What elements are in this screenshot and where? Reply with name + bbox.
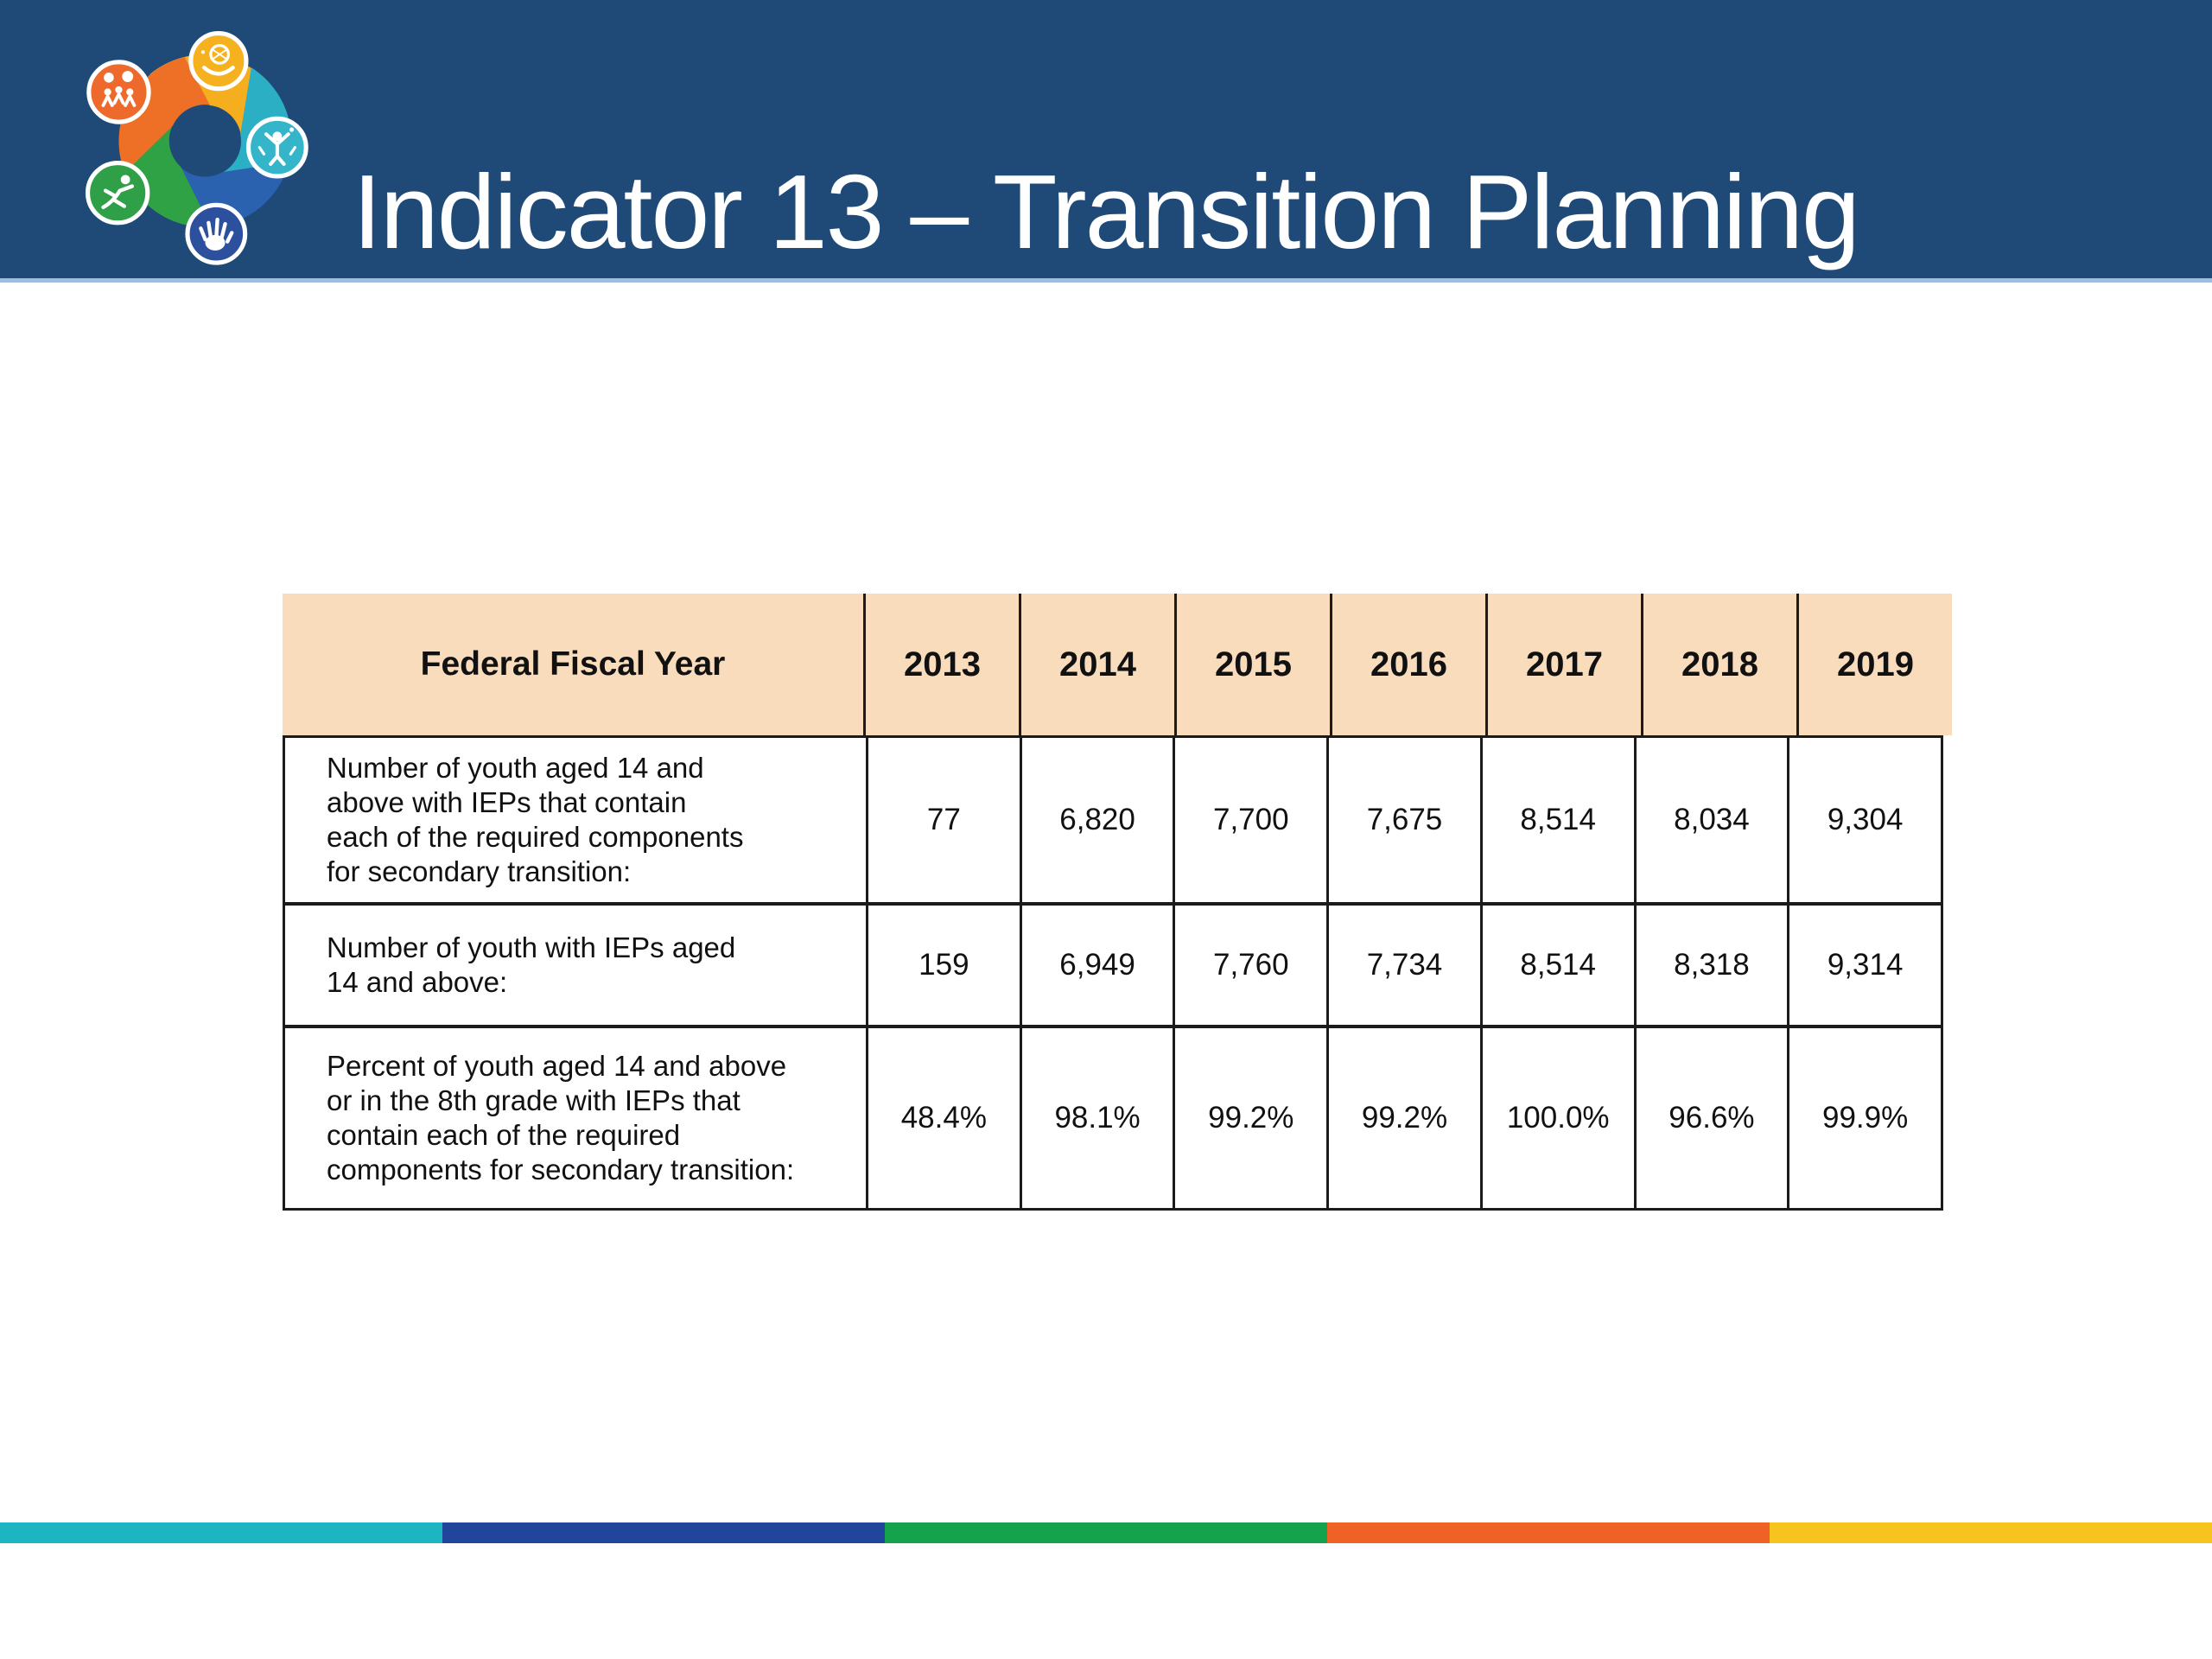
- column-header-2016: 2016: [1330, 594, 1485, 735]
- table-body: Number of youth aged 14 and above with I…: [283, 735, 1943, 1211]
- table-header-row: Federal Fiscal Year 2013 2014 2015 2016 …: [283, 594, 1952, 735]
- column-header-2014: 2014: [1019, 594, 1174, 735]
- table-cell: 6,949: [1019, 906, 1173, 1025]
- table-cell: 9,314: [1787, 906, 1941, 1025]
- row-label: Number of youth aged 14 and above with I…: [327, 752, 744, 887]
- row-label: Number of youth with IEPs aged 14 and ab…: [327, 931, 736, 998]
- column-header-2019: 2019: [1796, 594, 1952, 735]
- title-band: Indicator 13 – Transition Planning: [0, 0, 2212, 283]
- family-icon: [86, 60, 151, 124]
- table-cell: 96.6%: [1633, 1028, 1788, 1208]
- table-cell: 7,734: [1326, 906, 1480, 1025]
- table-cell: 48.4%: [866, 1028, 1020, 1208]
- column-header-2013: 2013: [863, 594, 1019, 735]
- footer-stripe: [0, 1522, 2212, 1543]
- stripe-segment-teal: [0, 1522, 442, 1543]
- table-cell: 8,034: [1633, 738, 1788, 902]
- table-cell: 98.1%: [1019, 1028, 1173, 1208]
- table-cell: 7,700: [1173, 738, 1326, 902]
- table-cell: 7,675: [1326, 738, 1480, 902]
- table-cell: 8,318: [1633, 906, 1788, 1025]
- hand-holding-icon: [188, 30, 249, 92]
- table-row-percent: Percent of youth aged 14 and above or in…: [285, 1025, 1941, 1208]
- table-cell: 99.2%: [1173, 1028, 1326, 1208]
- indicator-13-table: Federal Fiscal Year 2013 2014 2015 2016 …: [283, 594, 1952, 1211]
- table-row-components-count: Number of youth aged 14 and above with I…: [285, 738, 1941, 902]
- leaping-person-icon: [85, 161, 150, 226]
- table-cell: 99.9%: [1787, 1028, 1941, 1208]
- slide-title: Indicator 13 – Transition Planning: [353, 153, 1860, 271]
- program-swirl-logo: [85, 30, 308, 265]
- table-cell: 159: [866, 906, 1020, 1025]
- table-cell: 77: [866, 738, 1020, 902]
- column-header-2015: 2015: [1174, 594, 1330, 735]
- table-cell: 100.0%: [1479, 1028, 1634, 1208]
- column-header-fiscal-year: Federal Fiscal Year: [420, 645, 726, 683]
- column-header-2018: 2018: [1641, 594, 1796, 735]
- celebrating-person-icon: [245, 116, 308, 179]
- stripe-segment-orange: [1327, 1522, 1770, 1543]
- table-cell: 8,514: [1479, 906, 1634, 1025]
- stripe-segment-blue: [442, 1522, 885, 1543]
- row-label: Percent of youth aged 14 and above or in…: [327, 1050, 795, 1185]
- table-cell: 8,514: [1479, 738, 1634, 902]
- table-row-ieps-count: Number of youth with IEPs aged 14 and ab…: [285, 902, 1941, 1025]
- open-hand-icon: [185, 202, 248, 265]
- table-cell: 9,304: [1787, 738, 1941, 902]
- table-cell: 7,760: [1173, 906, 1326, 1025]
- stripe-segment-green: [885, 1522, 1327, 1543]
- column-header-2017: 2017: [1485, 594, 1641, 735]
- table-cell: 6,820: [1019, 738, 1173, 902]
- table-cell: 99.2%: [1326, 1028, 1480, 1208]
- stripe-segment-yellow: [1770, 1522, 2212, 1543]
